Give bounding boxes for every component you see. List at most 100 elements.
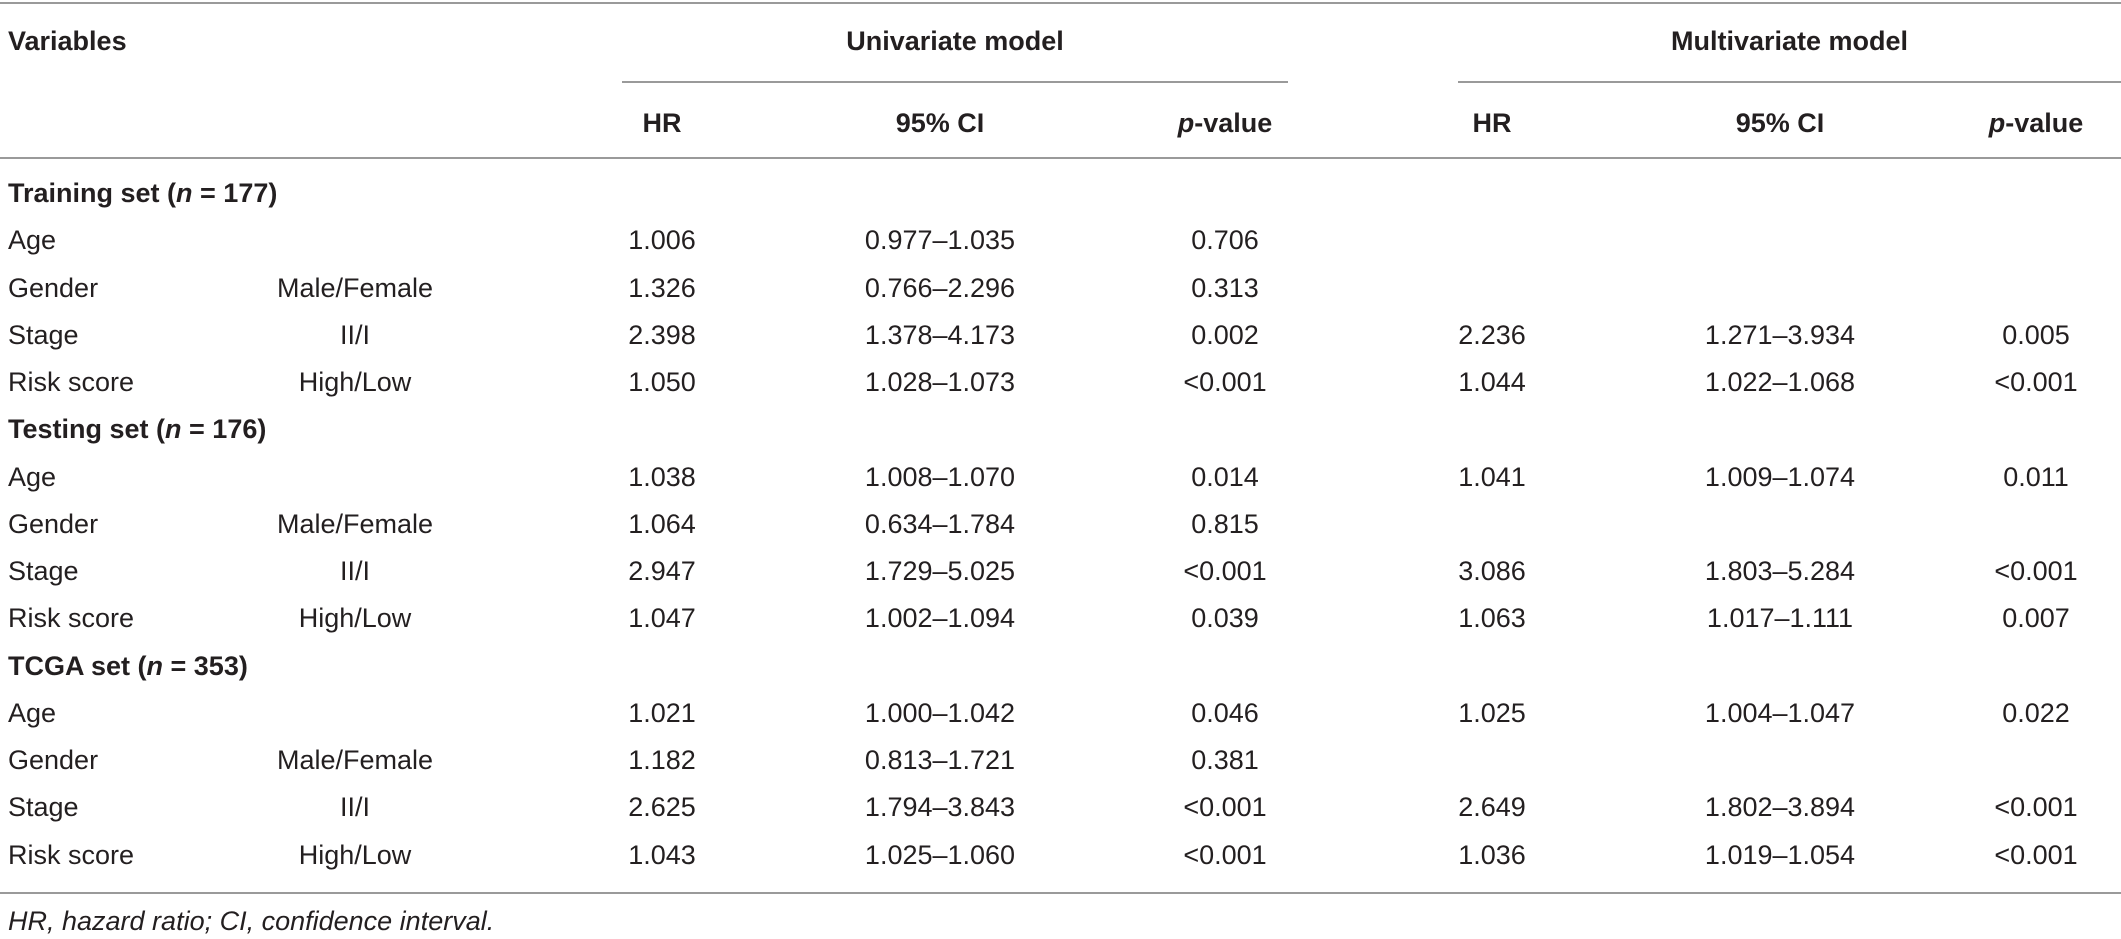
table-cell-u-ci: 1.002–1.094 (864, 603, 1016, 634)
table-cell-m-p: 0.011 (2003, 461, 2069, 492)
table-cell-u-hr: 2.947 (628, 556, 696, 586)
table-cell-variable: Risk score (8, 603, 135, 634)
table-cell-m-hr: 1.041 (1458, 461, 1526, 492)
table-cell-u-p: 0.313 (1191, 272, 1259, 303)
table-cell-u-ci: 1.028–1.073 (864, 367, 1016, 397)
table-cell-variable: Gender (8, 745, 99, 775)
table-cell-m-p: 0.007 (2002, 603, 2070, 634)
table-cell-u-p: 0.002 (1191, 319, 1259, 350)
multivariate-hr-header: HR (1472, 108, 1512, 138)
table-cell-m-ci: 1.022–1.068 (1704, 367, 1856, 397)
group-title-n: n (146, 650, 164, 681)
table-cell-u-hr: 1.038 (628, 461, 696, 492)
table-cell-variable: Gender (8, 272, 99, 303)
variables-header: Variables (8, 26, 127, 56)
table-cell-m-p: <0.001 (1994, 556, 2078, 586)
table-cell-u-p: 0.046 (1191, 697, 1259, 728)
table-cell-u-p: <0.001 (1183, 367, 1267, 397)
univariate-header: Univariate model (846, 26, 1064, 56)
table-cell-category: Male/Female (276, 508, 434, 539)
univariate-underline (622, 81, 1288, 83)
table-cell-u-hr: 1.006 (628, 225, 696, 256)
table-cell-variable: Stage (8, 556, 79, 586)
multivariate-underline (1458, 81, 2121, 83)
group-title: Testing set (n = 176) (8, 416, 266, 443)
table-cell-variable: Age (8, 225, 57, 256)
table-cell-u-hr: 1.182 (628, 745, 696, 775)
table-cell-u-ci: 1.794–3.843 (864, 792, 1016, 823)
group-title-suffix: = 177) (192, 178, 278, 208)
table-cell-m-ci: 1.019–1.054 (1704, 839, 1856, 870)
table-cell-u-ci: 1.000–1.042 (864, 697, 1016, 728)
table-cell-variable: Stage (8, 792, 79, 823)
table-cell-category: High/Low (298, 839, 412, 870)
group-title-prefix: Testing set ( (8, 414, 166, 445)
table-cell-category: II/I (339, 792, 370, 823)
table-cell-u-ci: 0.634–1.784 (864, 508, 1016, 539)
p-symbol: p (1177, 108, 1195, 138)
table-cell-category: High/Low (298, 367, 412, 397)
table-cell-u-hr: 2.398 (628, 319, 696, 350)
table-cell-category: Male/Female (276, 272, 434, 303)
table-cell-m-p: <0.001 (1994, 367, 2078, 397)
table-cell-m-hr: 3.086 (1458, 556, 1526, 586)
table-cell-variable: Risk score (8, 367, 135, 397)
table-bottom-rule (0, 892, 2121, 894)
table-cell-u-hr: 1.021 (628, 697, 696, 728)
univariate-p-header: p-value (1140, 110, 1310, 137)
table-cell-m-ci: 1.004–1.047 (1704, 697, 1856, 728)
footnote: HR, hazard ratio; CI, confidence interva… (8, 906, 495, 936)
table-cell-u-ci: 1.025–1.060 (864, 839, 1016, 870)
table-cell-m-hr: 1.036 (1458, 839, 1526, 870)
multivariate-p-header: p-value (1951, 110, 2121, 137)
group-title-suffix: = 353) (163, 650, 248, 681)
univariate-ci-header: 95% CI (895, 108, 985, 138)
table-cell-m-p: <0.001 (1994, 839, 2078, 870)
table-cell-u-p: 0.039 (1191, 603, 1259, 634)
table-cell-u-p: <0.001 (1183, 839, 1267, 870)
group-title-suffix: = 176) (181, 414, 267, 445)
top-rule (0, 2, 2121, 4)
table-cell-u-ci: 1.729–5.025 (864, 556, 1016, 586)
multivariate-ci-header: 95% CI (1735, 108, 1825, 138)
table-cell-m-p: 0.005 (2002, 319, 2070, 350)
table-cell-u-p: 0.706 (1191, 225, 1259, 256)
table-cell-variable: Age (8, 697, 57, 728)
table-cell-m-hr: 2.649 (1458, 792, 1526, 823)
table-cell-m-ci: 1.803–5.284 (1704, 556, 1856, 586)
table-cell-u-p: 0.815 (1191, 508, 1259, 539)
table-cell-m-hr: 1.044 (1458, 367, 1526, 397)
table-cell-u-hr: 1.043 (628, 839, 696, 870)
table-cell-u-hr: 1.064 (628, 508, 696, 539)
group-title-prefix: TCGA set ( (8, 650, 147, 681)
table-cell-u-ci: 0.766–2.296 (864, 272, 1016, 303)
table-cell-u-p: <0.001 (1183, 556, 1267, 586)
table-cell-u-hr: 2.625 (628, 792, 696, 823)
group-title: Training set (n = 177) (8, 180, 277, 207)
table-cell-u-ci: 1.378–4.173 (864, 319, 1016, 350)
table-cell-category: II/I (339, 319, 370, 350)
p-symbol: p (1988, 108, 2006, 138)
table-cell-m-hr: 1.025 (1458, 697, 1526, 728)
table-cell-m-hr: 1.063 (1458, 603, 1526, 634)
table-cell-u-ci: 1.008–1.070 (864, 461, 1016, 492)
value-suffix: -value (2005, 108, 2084, 138)
table-cell-u-hr: 1.050 (628, 367, 696, 397)
table-cell-category: Male/Female (276, 745, 434, 775)
table-cell-u-p: 0.014 (1191, 461, 1259, 492)
univariate-hr-header: HR (642, 108, 682, 138)
header-bottom-rule (0, 157, 2121, 159)
table-cell-m-p: <0.001 (1994, 792, 2078, 823)
value-suffix: -value (1194, 108, 1273, 138)
table-cell-m-hr: 2.236 (1458, 319, 1526, 350)
group-title-n: n (165, 414, 182, 445)
table-cell-u-p: 0.381 (1191, 745, 1259, 775)
group-title-prefix: Training set ( (8, 178, 177, 208)
table-cell-variable: Risk score (8, 839, 135, 870)
multivariate-header: Multivariate model (1670, 26, 1909, 56)
table-cell-m-ci: 1.271–3.934 (1704, 319, 1856, 350)
table-cell-u-ci: 0.813–1.721 (864, 745, 1016, 775)
table-cell-m-ci: 1.009–1.074 (1704, 461, 1856, 492)
table-cell-variable: Gender (8, 508, 99, 539)
table-cell-variable: Stage (8, 319, 79, 350)
